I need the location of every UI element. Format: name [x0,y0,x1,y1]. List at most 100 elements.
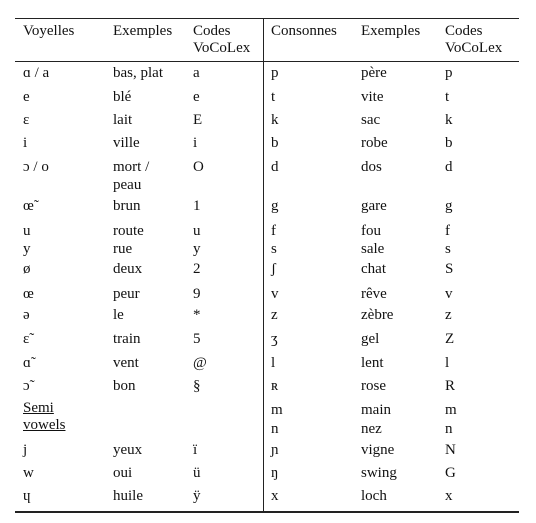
consonant-code: p [445,65,453,81]
vowel-symbol: ə [23,307,30,323]
vowel-code: O [193,159,204,175]
consonant-symbol: b [271,135,279,151]
vowel-code: 2 [193,261,201,277]
semivowel-example: oui [113,465,133,481]
consonant-example: nez [361,421,382,437]
consonant-code: R [445,378,456,394]
semi-label-line1: Semi [23,400,54,416]
vowel-code: i [193,135,198,151]
vowel-code: 9 [193,286,201,302]
semivowel-symbol: ɥ [23,488,31,504]
consonant-code: G [445,465,456,481]
vowel-example: bas, plat [113,65,163,81]
vowel-example: peur [113,286,140,302]
semi-vowels-label: Semi vowels [23,400,66,434]
consonant-code: Z [445,331,455,347]
consonant-symbol: m [271,402,283,418]
vowel-symbol: u [23,223,31,239]
vowel-example: vent [113,355,139,371]
consonant-symbol: z [271,307,278,323]
consonant-code: v [445,286,453,302]
consonant-example: gel [361,331,380,347]
header-codes-line2: VoCoLex [445,40,503,56]
semivowel-code: ü [193,465,201,481]
consonant-symbol: ʃ [271,261,276,277]
semivowel-symbol: j [23,442,28,458]
semi-label-line2: vowels [23,417,66,433]
vowel-example: brun [113,198,141,214]
consonant-symbol: n [271,421,279,437]
vowel-code: 1 [193,198,201,214]
consonant-symbol: s [271,241,277,257]
header-consonnes: Consonnes [271,23,337,39]
vowel-code: § [193,378,201,394]
consonant-code: s [445,241,451,257]
semivowel-example: huile [113,488,143,504]
consonant-example: zèbre [361,307,394,323]
vowel-example: le [113,307,124,323]
consonant-code: z [445,307,452,323]
vowel-code: * [193,307,201,323]
vowel-example: route [113,223,144,239]
consonant-symbol: p [271,65,279,81]
vowel-code: E [193,112,203,128]
column-divider [263,18,264,513]
semivowel-code: ï [193,442,198,458]
vowel-symbol: e [23,89,30,105]
consonant-symbol: v [271,286,279,302]
vowel-symbol: ɑ̃ [23,355,31,371]
consonant-example: sale [361,241,385,257]
consonant-code: f [445,223,450,239]
consonant-example: main [361,402,391,418]
consonant-example: dos [361,159,382,175]
vowel-example: mort / [113,159,150,175]
vowel-code: a [193,65,200,81]
consonant-example: lent [361,355,384,371]
header-codes-line1: Codes [193,23,231,39]
semivowel-symbol: w [23,465,34,481]
header-codes-consonants: Codes VoCoLex [445,23,502,57]
vowel-example: lait [113,112,133,128]
consonant-symbol: k [271,112,279,128]
consonant-example: swing [361,465,397,481]
consonant-example: rose [361,378,386,394]
consonant-symbol: ŋ [271,465,279,481]
bottom-rule [15,511,519,513]
consonant-code: N [445,442,456,458]
vowel-symbol: œ [23,286,34,302]
consonant-example: loch [361,488,387,504]
consonant-example: gare [361,198,387,214]
consonant-code: x [445,488,453,504]
consonant-example: chat [361,261,386,277]
vowel-example: bon [113,378,136,394]
vowel-symbol: ɔ̃ [23,378,30,394]
vowel-example: blé [113,89,132,105]
consonant-symbol: ʀ [271,378,279,394]
consonant-example: vigne [361,442,395,458]
consonant-code: S [445,261,454,277]
consonant-symbol: ʒ [271,331,278,347]
consonant-example: robe [361,135,388,151]
vowel-symbol: ɛ̃ [23,331,30,347]
vowel-symbol: œ̃ [23,198,34,214]
header-rule [15,61,519,62]
semivowel-code: ÿ [193,488,201,504]
semivowel-example: yeux [113,442,143,458]
consonant-example: père [361,65,387,81]
header-codes-vowels: Codes VoCoLex [193,23,250,57]
vowel-code: 5 [193,331,201,347]
vowel-symbol: ø [23,261,31,277]
phoneme-table: Voyelles Exemples Codes VoCoLex Consonne… [15,18,519,513]
consonant-code: b [445,135,453,151]
vowel-code: e [193,89,200,105]
consonant-symbol: ɲ [271,442,279,458]
consonant-code: k [445,112,453,128]
consonant-symbol: x [271,488,279,504]
vowel-code: @ [193,355,207,371]
consonant-code: g [445,198,453,214]
vowel-example-continued: peau [113,177,142,193]
consonant-symbol: f [271,223,276,239]
consonant-example: rêve [361,286,387,302]
vowel-code: u [193,223,201,239]
vowel-example: ville [113,135,140,151]
